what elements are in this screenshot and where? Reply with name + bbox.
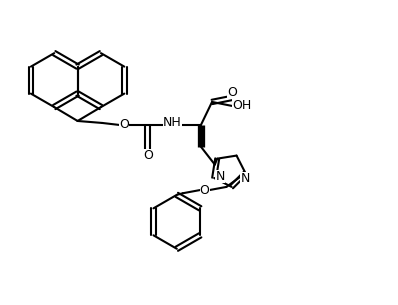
Text: O: O (119, 118, 129, 131)
Text: O: O (200, 184, 209, 197)
Text: N: N (215, 170, 225, 182)
Text: O: O (143, 149, 153, 162)
Text: N: N (240, 172, 250, 185)
Text: NH: NH (163, 116, 182, 129)
Text: OH: OH (232, 99, 251, 113)
Text: O: O (227, 86, 237, 99)
